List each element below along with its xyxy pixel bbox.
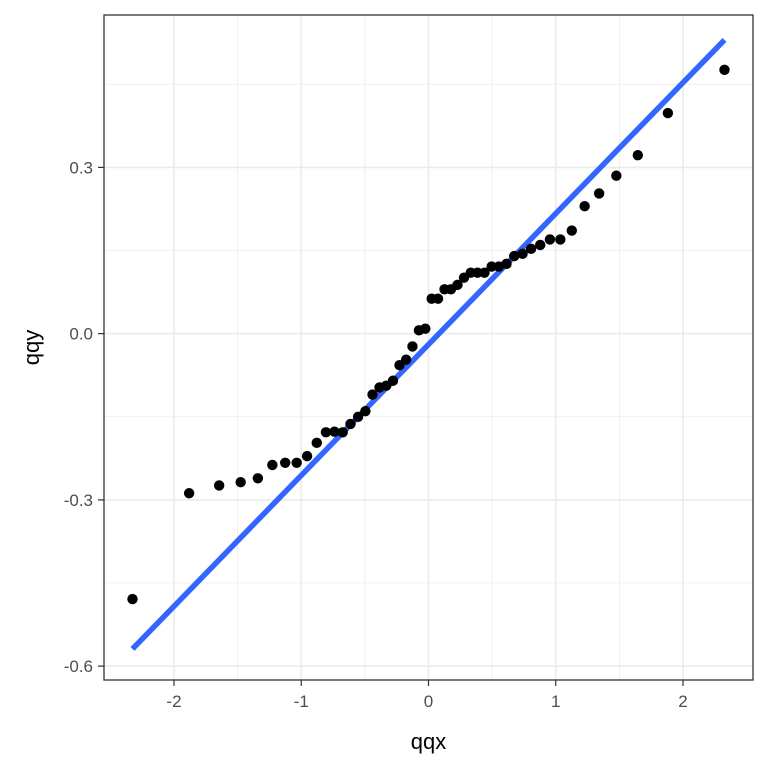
data-point — [400, 354, 412, 365]
data-point — [337, 427, 348, 438]
data-point — [235, 476, 246, 488]
data-point — [662, 107, 674, 119]
data-point — [127, 593, 138, 605]
data-point — [544, 234, 556, 245]
data-point — [452, 279, 463, 291]
data-point — [387, 375, 399, 386]
data-point — [479, 267, 490, 278]
y-tick-label: -0.3 — [64, 491, 93, 510]
data-point — [525, 243, 537, 255]
data-point — [301, 450, 313, 462]
data-point — [252, 473, 264, 484]
data-point — [267, 459, 278, 471]
data-point — [632, 150, 644, 161]
data-point — [291, 457, 302, 468]
data-point — [329, 426, 340, 437]
data-points-layer — [127, 64, 730, 605]
data-point — [593, 188, 605, 199]
data-point — [183, 488, 195, 499]
reference-line-layer — [130, 38, 727, 651]
data-point — [555, 234, 566, 245]
data-point — [345, 418, 356, 430]
data-point — [311, 437, 322, 449]
qq-reference-line — [130, 38, 727, 651]
data-point — [367, 389, 378, 400]
data-point — [213, 480, 225, 491]
x-axis-title: qqx — [411, 729, 446, 754]
y-tick-label: -0.6 — [64, 657, 93, 676]
y-axis-ticks: -0.6 -0.3 0.0 0.3 — [64, 158, 104, 676]
data-point — [509, 250, 520, 262]
data-point — [486, 261, 497, 272]
x-tick-label: 1 — [551, 692, 560, 711]
x-tick-label: -2 — [166, 692, 181, 711]
data-point — [517, 248, 528, 260]
x-tick-label: 2 — [678, 692, 687, 711]
data-point — [407, 341, 418, 352]
y-axis-title: qqy — [19, 330, 44, 365]
data-point — [360, 406, 371, 417]
y-tick-label: 0.0 — [69, 325, 93, 344]
y-tick-label: 0.3 — [69, 158, 93, 177]
x-tick-label: -1 — [294, 692, 309, 711]
x-tick-label: 0 — [424, 692, 433, 711]
data-point — [535, 239, 546, 251]
data-point — [579, 200, 590, 212]
data-point — [566, 225, 577, 236]
data-point — [280, 457, 291, 468]
data-point — [432, 293, 444, 304]
x-axis-ticks: -2 -1 0 1 2 — [166, 680, 688, 711]
data-point — [320, 427, 332, 438]
data-point — [719, 64, 730, 76]
data-point — [420, 323, 431, 334]
data-point — [352, 411, 364, 422]
data-point — [611, 170, 622, 181]
data-point — [501, 258, 512, 270]
